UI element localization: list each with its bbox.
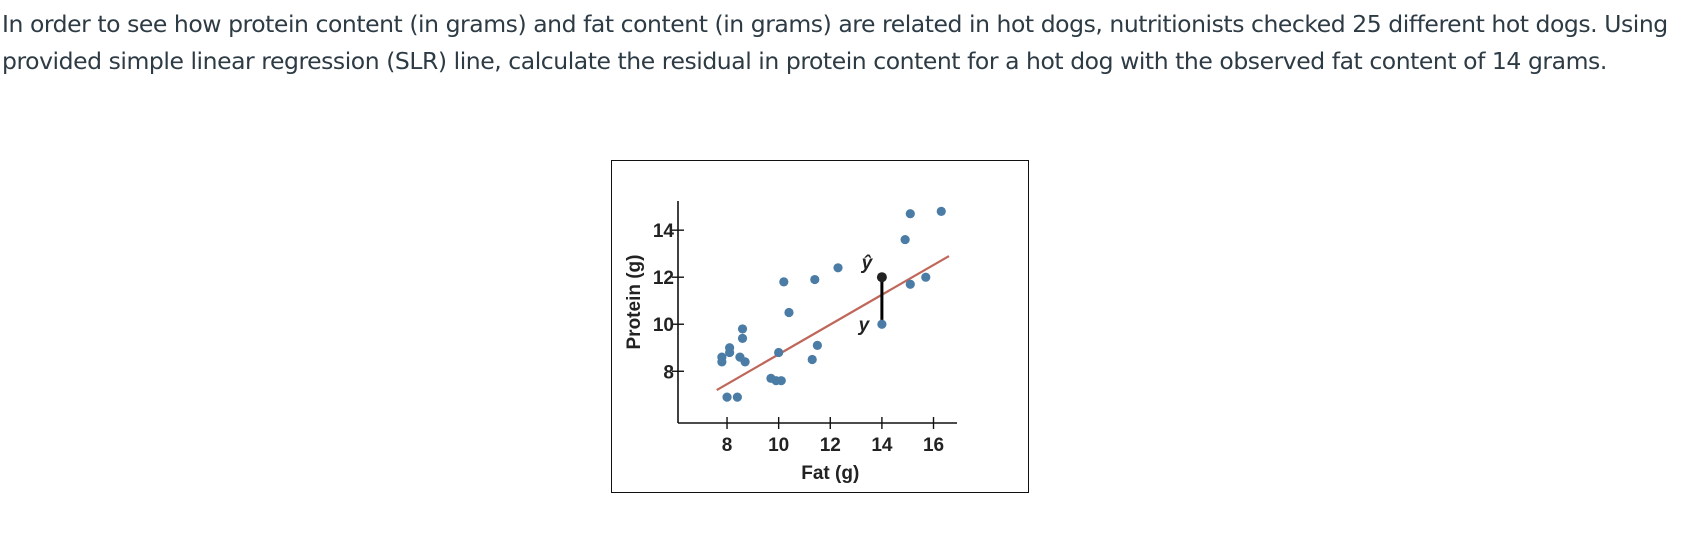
observed-label: y [858, 315, 871, 336]
scatter-plot: 8 10 12 14 16 8 10 12 14 Fat (g) Protein (g) ŷ y [624, 201, 957, 484]
data-point-22 [905, 209, 915, 219]
data-point-1 [717, 352, 727, 362]
x-tick-label-10: 10 [768, 435, 789, 456]
x-tick-label-16: 16 [923, 435, 944, 456]
y-tick-label-8: 8 [663, 362, 674, 383]
data-point-13 [774, 347, 784, 358]
predicted-label: ŷ [861, 253, 874, 274]
data-point-17 [812, 340, 822, 350]
question-text: In order to see how protein content (in … [2, 10, 1668, 75]
scatter-plot-figure: 8 10 12 14 16 8 10 12 14 Fat (g) Protein (g) ŷ y [611, 160, 1029, 493]
data-point-20 [877, 319, 887, 329]
predicted-point [876, 272, 887, 283]
x-tick-label-12: 12 [820, 435, 841, 456]
y-tick-label-10: 10 [653, 315, 674, 336]
x-tick-label-14: 14 [871, 435, 893, 456]
regression-line [716, 255, 950, 392]
data-point-25 [936, 206, 946, 216]
data-point-12 [776, 376, 786, 386]
data-point-15 [784, 307, 794, 318]
data-point-19 [833, 263, 843, 273]
data-point-5 [732, 392, 742, 402]
data-point-14 [779, 277, 789, 287]
y-tick-label-14: 14 [653, 221, 675, 242]
data-point-3 [725, 343, 735, 353]
data-point-24 [921, 272, 931, 282]
data-point-4 [722, 392, 732, 402]
data-point-9 [737, 324, 748, 334]
data-point-7 [740, 357, 750, 367]
data-point-23 [905, 279, 915, 289]
data-point-21 [900, 234, 910, 245]
data-point-8 [737, 333, 748, 343]
y-tick-label-12: 12 [653, 268, 674, 289]
x-axis-title: Fat (g) [801, 463, 859, 484]
data-point-18 [810, 274, 820, 285]
x-tick-label-8: 8 [722, 435, 733, 456]
y-axis-title: Protein (g) [624, 255, 645, 350]
data-point-16 [807, 354, 817, 365]
